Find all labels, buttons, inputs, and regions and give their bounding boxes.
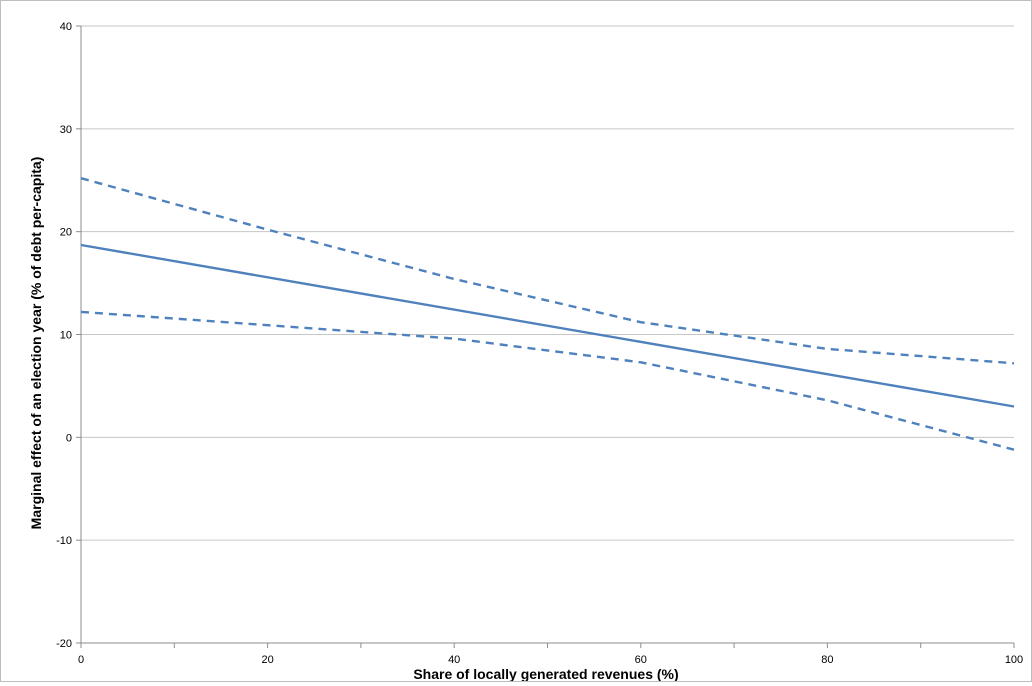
x-tick-label: 20 [261, 654, 273, 666]
x-tick-label: 100 [1005, 654, 1023, 666]
x-tick-label: 80 [821, 654, 833, 666]
y-tick-label: 20 [60, 227, 72, 239]
y-tick-label: 0 [66, 432, 72, 444]
x-axis-title: Share of locally generated revenues (%) [413, 666, 678, 681]
confidence-bound-line-2 [80, 310, 1015, 451]
tick-label-layer: -20 -10 0 10 20 30 40 0 20 40 60 80 100 [56, 21, 1023, 666]
grid-layer [81, 25, 1014, 541]
y-axis-title: Marginal effect of an election year (% o… [28, 157, 44, 530]
y-tick-label: 40 [60, 21, 72, 33]
y-tick-label: 10 [60, 330, 72, 342]
y-tick-label: -20 [56, 638, 72, 650]
x-tick-label: 0 [78, 654, 84, 666]
axis-layer [76, 25, 1015, 648]
y-tick-label: 30 [60, 124, 72, 136]
confidence-bound-line-1 [80, 177, 1015, 365]
x-tick-label: 60 [635, 654, 647, 666]
y-tick-label: -10 [56, 535, 72, 547]
series-layer [80, 177, 1015, 451]
x-tick-label: 40 [448, 654, 460, 666]
estimate-line [80, 243, 1015, 408]
